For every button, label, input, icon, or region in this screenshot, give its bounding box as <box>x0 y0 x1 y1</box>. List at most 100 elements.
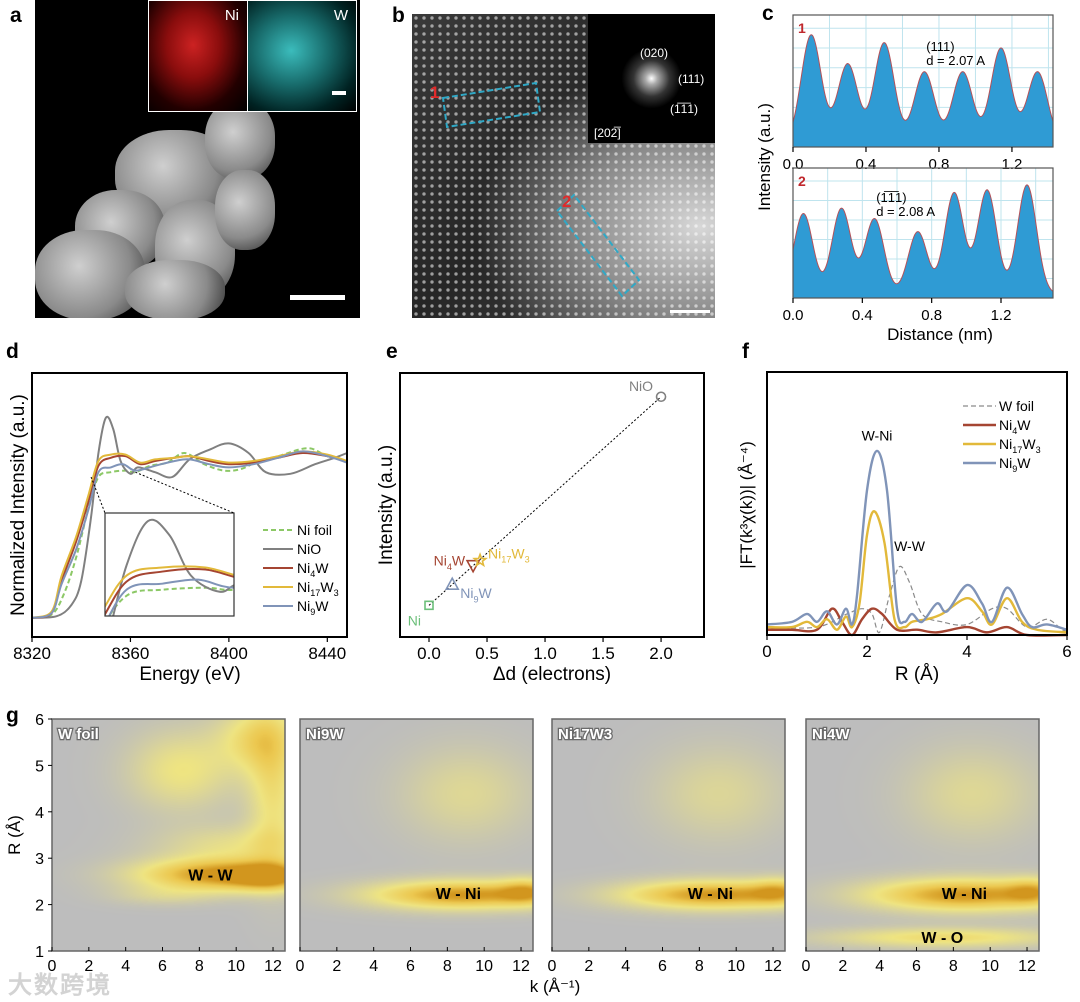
legend-label: Ni foil <box>297 522 332 538</box>
x-tick-label: 0.4 <box>852 307 873 324</box>
plot-frame-e <box>399 372 705 638</box>
zoom-guide-line <box>135 471 235 514</box>
w-map-inset: W <box>247 0 357 112</box>
point-label: Ni17W3 <box>488 545 530 564</box>
x-tick-label: 0.0 <box>783 156 804 173</box>
x-tick-label: 0 <box>802 958 811 975</box>
ft-curve-ni9w <box>766 449 1068 631</box>
plot-frame-f <box>766 371 1068 636</box>
x-axis-label: Δd (electrons) <box>493 664 611 685</box>
heatmap-ni4w <box>806 719 1039 951</box>
marker-star <box>472 552 488 568</box>
marker-square <box>424 600 434 611</box>
y-tick-label: 6 <box>35 712 44 729</box>
x-tick-label: 1.2 <box>1002 156 1023 173</box>
marker-triangle-down <box>465 559 481 574</box>
legend-label: NiO <box>297 541 321 557</box>
x-tick-label: 1.5 <box>591 644 615 663</box>
x-tick-label: 2 <box>862 642 871 661</box>
x-tick-label: 10 <box>727 958 745 975</box>
inset-scale-bar <box>332 91 346 95</box>
panel-label-d: d <box>6 340 19 363</box>
legend-label: Ni17W3 <box>999 436 1041 455</box>
panel-label-g: g <box>6 704 19 727</box>
x-tick-label: 12 <box>512 958 530 975</box>
y-tick-label: 2 <box>35 898 44 915</box>
panel-label-c: c <box>762 2 774 25</box>
legend-label: Ni17W3 <box>297 579 339 598</box>
x-tick-label: 8360 <box>112 644 150 663</box>
scale-bar <box>670 310 710 313</box>
xanes-curve-ni17w3 <box>31 450 348 619</box>
peak-annotation: W-W <box>894 538 926 554</box>
xanes-curve-ni4w <box>31 451 348 619</box>
heatmap-w-foil <box>52 719 285 951</box>
x-tick-label: 2 <box>332 958 341 975</box>
y-tick-label: 5 <box>35 758 44 775</box>
plane-annotation: (111) <box>926 39 954 54</box>
x-tick-label: 4 <box>621 958 630 975</box>
x-tick-label: 0.8 <box>921 307 942 324</box>
y-tick-label: 3 <box>35 851 44 868</box>
y-axis-label: Normalized Intensity (a.u.) <box>8 394 29 616</box>
fft-label-020: (020) <box>640 46 669 60</box>
inset-background <box>105 513 234 616</box>
point-label: NiO <box>629 378 653 394</box>
inset-frame <box>104 512 235 617</box>
hrtem-image: 1 2 (020) (111) (1̅1̅1) [202̅] <box>412 14 715 318</box>
x-tick-label: 4 <box>875 958 884 975</box>
d-spacing-annotation: d = 2.07 A <box>926 53 985 68</box>
point-label: Ni <box>408 612 421 628</box>
y-tick-label: 1 <box>35 944 44 961</box>
x-tick-label: 2 <box>584 958 593 975</box>
point-label: Ni9W <box>460 585 492 604</box>
x-tick-label: 1.2 <box>991 307 1012 324</box>
x-tick-label: 6 <box>658 958 667 975</box>
x-tick-label: 0 <box>296 958 305 975</box>
scale-bar <box>290 295 345 300</box>
plane-annotation: (1̅1̅1) <box>876 190 906 205</box>
x-tick-label: 6 <box>406 958 415 975</box>
line-profile-curve-2 <box>792 184 1054 292</box>
x-tick-label: 0.8 <box>929 156 950 173</box>
x-axis-label: R (Å) <box>895 664 939 685</box>
panel-label-b: b <box>392 4 405 27</box>
x-tick-label: 8440 <box>308 644 346 663</box>
legend-label: Ni9W <box>999 455 1031 474</box>
y-axis-label: Intensity (a.u.) <box>376 445 397 565</box>
fft-label-111: (111) <box>678 72 705 86</box>
region-label-1: 1 <box>430 83 439 102</box>
x-tick-label: 8400 <box>210 644 248 663</box>
x-tick-label: 0.0 <box>417 644 441 663</box>
y-axis-label: Intensity (a.u.) <box>755 103 774 211</box>
ft-curve-ni4w <box>766 607 1068 637</box>
plot-frame <box>792 167 1054 299</box>
ft-curve-ni17w3 <box>766 510 1068 634</box>
heatmap-ni17w3 <box>552 719 785 951</box>
x-tick-label: 12 <box>764 958 782 975</box>
x-tick-label: 8 <box>949 958 958 975</box>
legend-label: Ni9W <box>297 598 329 617</box>
x-tick-label: 12 <box>264 958 282 975</box>
x-tick-label: 6 <box>1062 642 1071 661</box>
xanes-curve-nio <box>31 415 348 619</box>
point-label: Ni4W <box>434 553 466 572</box>
x-tick-label: 0 <box>762 642 771 661</box>
line-profile-area-2 <box>793 184 1053 298</box>
x-tick-label: 10 <box>227 958 245 975</box>
x-tick-label: 0.5 <box>475 644 499 663</box>
ni-map-label: Ni <box>224 7 239 24</box>
trend-line <box>428 396 662 606</box>
x-tick-label: 4 <box>121 958 130 975</box>
profile-tag: 2 <box>798 173 806 189</box>
plot-frame <box>792 14 1054 148</box>
d-spacing-annotation: d = 2.08 A <box>876 204 935 219</box>
x-tick-label: 2 <box>838 958 847 975</box>
legend-label: W foil <box>999 398 1034 414</box>
x-tick-label: 10 <box>981 958 999 975</box>
heatmap-ni9w <box>300 719 533 951</box>
x-tick-label: 10 <box>475 958 493 975</box>
plot-frame-d <box>31 372 348 638</box>
x-tick-label: 8320 <box>13 644 51 663</box>
line-profile-curve-1 <box>792 34 1054 123</box>
